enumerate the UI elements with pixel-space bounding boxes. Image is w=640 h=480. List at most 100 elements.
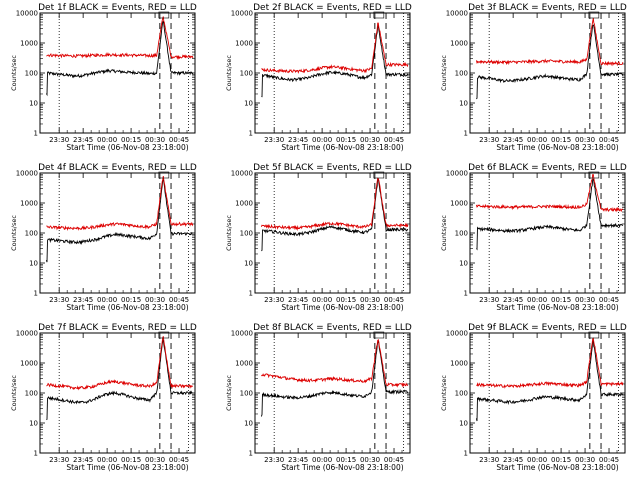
y-tick-label: 1 [34, 450, 38, 458]
x-axis-label: Start Time (06-Nov-08 23:18:00) [281, 143, 403, 152]
x-tick-label: 00:00 [97, 136, 117, 144]
lld-series-line [476, 337, 624, 389]
panel-title: Det 3f BLACK = Events, RED = LLD [468, 3, 627, 13]
panel-6: Det 6f BLACK = Events, RED = LLD 1 10 100 10… [440, 163, 627, 312]
x-tick-label: 00:45 [384, 456, 404, 464]
x-tick-label: 23:45 [73, 456, 93, 464]
y-tick-label: 1000 [235, 360, 253, 368]
x-tick-label: 23:45 [288, 136, 308, 144]
x-tick-label: 00:30 [145, 296, 165, 304]
lld-series-line [46, 336, 193, 391]
x-tick-label: 00:15 [121, 296, 141, 304]
x-tick-label: 23:45 [503, 296, 523, 304]
y-tick-label: 100 [240, 70, 253, 78]
y-tick-label: 10000 [16, 330, 38, 338]
y-tick-label: 10 [29, 100, 38, 108]
x-tick-label: 23:45 [73, 136, 93, 144]
x-axis-label: Start Time (06-Nov-08 23:18:00) [281, 463, 403, 472]
y-tick-label: 1000 [20, 40, 38, 48]
y-tick-label: 10 [244, 420, 253, 428]
y-tick-label: 1000 [450, 40, 468, 48]
x-tick-label: 23:30 [479, 456, 499, 464]
peak-annotation [373, 11, 385, 19]
panel-7: Det 7f BLACK = Events, RED = LLD 1 10 100 10… [10, 323, 197, 472]
panel-title: Det 5f BLACK = Events, RED = LLD [253, 163, 412, 173]
x-tick-label: 23:30 [49, 456, 69, 464]
y-tick-label: 10000 [446, 10, 468, 18]
plot-frame [469, 172, 626, 294]
panel-title: Det 2f BLACK = Events, RED = LLD [253, 3, 412, 13]
panel-title: Det 4f BLACK = Events, RED = LLD [38, 163, 197, 173]
x-tick-label: 00:30 [360, 136, 380, 144]
x-tick-label: 00:00 [97, 456, 117, 464]
peak-annotation [588, 331, 600, 339]
x-tick-label: 23:45 [288, 456, 308, 464]
x-tick-label: 00:30 [575, 136, 595, 144]
events-series-line [261, 25, 409, 98]
y-tick-label: 1 [464, 450, 468, 458]
x-tick-label: 00:30 [360, 456, 380, 464]
x-tick-label: 00:45 [169, 456, 189, 464]
y-tick-label: 1 [34, 130, 38, 138]
peak-annotation [158, 11, 170, 19]
y-tick-label: 1000 [20, 360, 38, 368]
x-axis-label: Start Time (06-Nov-08 23:18:00) [496, 303, 618, 312]
x-axis-label: Start Time (06-Nov-08 23:18:00) [496, 143, 618, 152]
y-tick-label: 100 [455, 70, 468, 78]
y-axis-label: Counts/sec [440, 215, 448, 251]
y-tick-label: 1000 [235, 200, 253, 208]
y-axis-label: Counts/sec [225, 55, 233, 91]
x-axis-label: Start Time (06-Nov-08 23:18:00) [66, 303, 188, 312]
x-tick-label: 00:15 [551, 136, 571, 144]
y-tick-label: 10 [459, 420, 468, 428]
x-tick-label: 00:45 [599, 136, 619, 144]
lld-series-line [261, 22, 409, 74]
peak-annotation [158, 331, 170, 339]
x-tick-label: 00:45 [599, 456, 619, 464]
y-tick-label: 1000 [450, 200, 468, 208]
y-tick-label: 10 [29, 420, 38, 428]
y-axis-label: Counts/sec [225, 375, 233, 411]
x-tick-label: 00:00 [527, 296, 547, 304]
panel-2: Det 2f BLACK = Events, RED = LLD 1 10 100 10… [225, 3, 412, 152]
y-tick-label: 100 [240, 390, 253, 398]
lld-series-line [46, 16, 194, 60]
events-series-line [475, 339, 623, 422]
events-series-line [476, 178, 624, 251]
y-tick-label: 1 [464, 290, 468, 298]
events-series-line [260, 340, 409, 417]
panel-title: Det 8f BLACK = Events, RED = LLD [253, 323, 412, 333]
x-tick-label: 23:30 [49, 136, 69, 144]
y-tick-label: 1 [34, 290, 38, 298]
x-tick-label: 23:45 [73, 296, 93, 304]
x-tick-label: 23:30 [479, 296, 499, 304]
x-axis-label: Start Time (06-Nov-08 23:18:00) [281, 303, 403, 312]
x-tick-label: 23:30 [49, 296, 69, 304]
y-tick-label: 1 [249, 450, 253, 458]
panel-3: Det 3f BLACK = Events, RED = LLD 1 10 100 10… [440, 3, 627, 152]
lld-series-line [261, 338, 409, 388]
y-tick-label: 10000 [231, 330, 253, 338]
panel-5: Det 5f BLACK = Events, RED = LLD 1 10 100 10… [225, 163, 412, 312]
x-tick-label: 23:30 [264, 136, 284, 144]
y-axis-label: Counts/sec [10, 375, 18, 411]
x-tick-label: 00:00 [527, 136, 547, 144]
x-tick-label: 00:45 [384, 136, 404, 144]
y-tick-label: 100 [455, 230, 468, 238]
x-tick-label: 00:30 [145, 136, 165, 144]
x-tick-label: 00:00 [312, 296, 332, 304]
y-tick-label: 100 [240, 230, 253, 238]
panel-title: Det 1f BLACK = Events, RED = LLD [38, 3, 197, 13]
panel-8: Det 8f BLACK = Events, RED = LLD 1 10 100 10… [225, 323, 412, 472]
peak-annotation [158, 171, 170, 179]
x-tick-label: 00:15 [551, 296, 571, 304]
y-tick-label: 10 [29, 260, 38, 268]
peak-annotation [373, 171, 385, 179]
y-tick-label: 10000 [446, 170, 468, 178]
y-tick-label: 1 [249, 130, 253, 138]
panel-1: Det 1f BLACK = Events, RED = LLD 1 10 100 10… [10, 3, 197, 152]
x-tick-label: 23:30 [479, 136, 499, 144]
x-tick-label: 23:30 [264, 296, 284, 304]
x-tick-label: 00:00 [527, 456, 547, 464]
